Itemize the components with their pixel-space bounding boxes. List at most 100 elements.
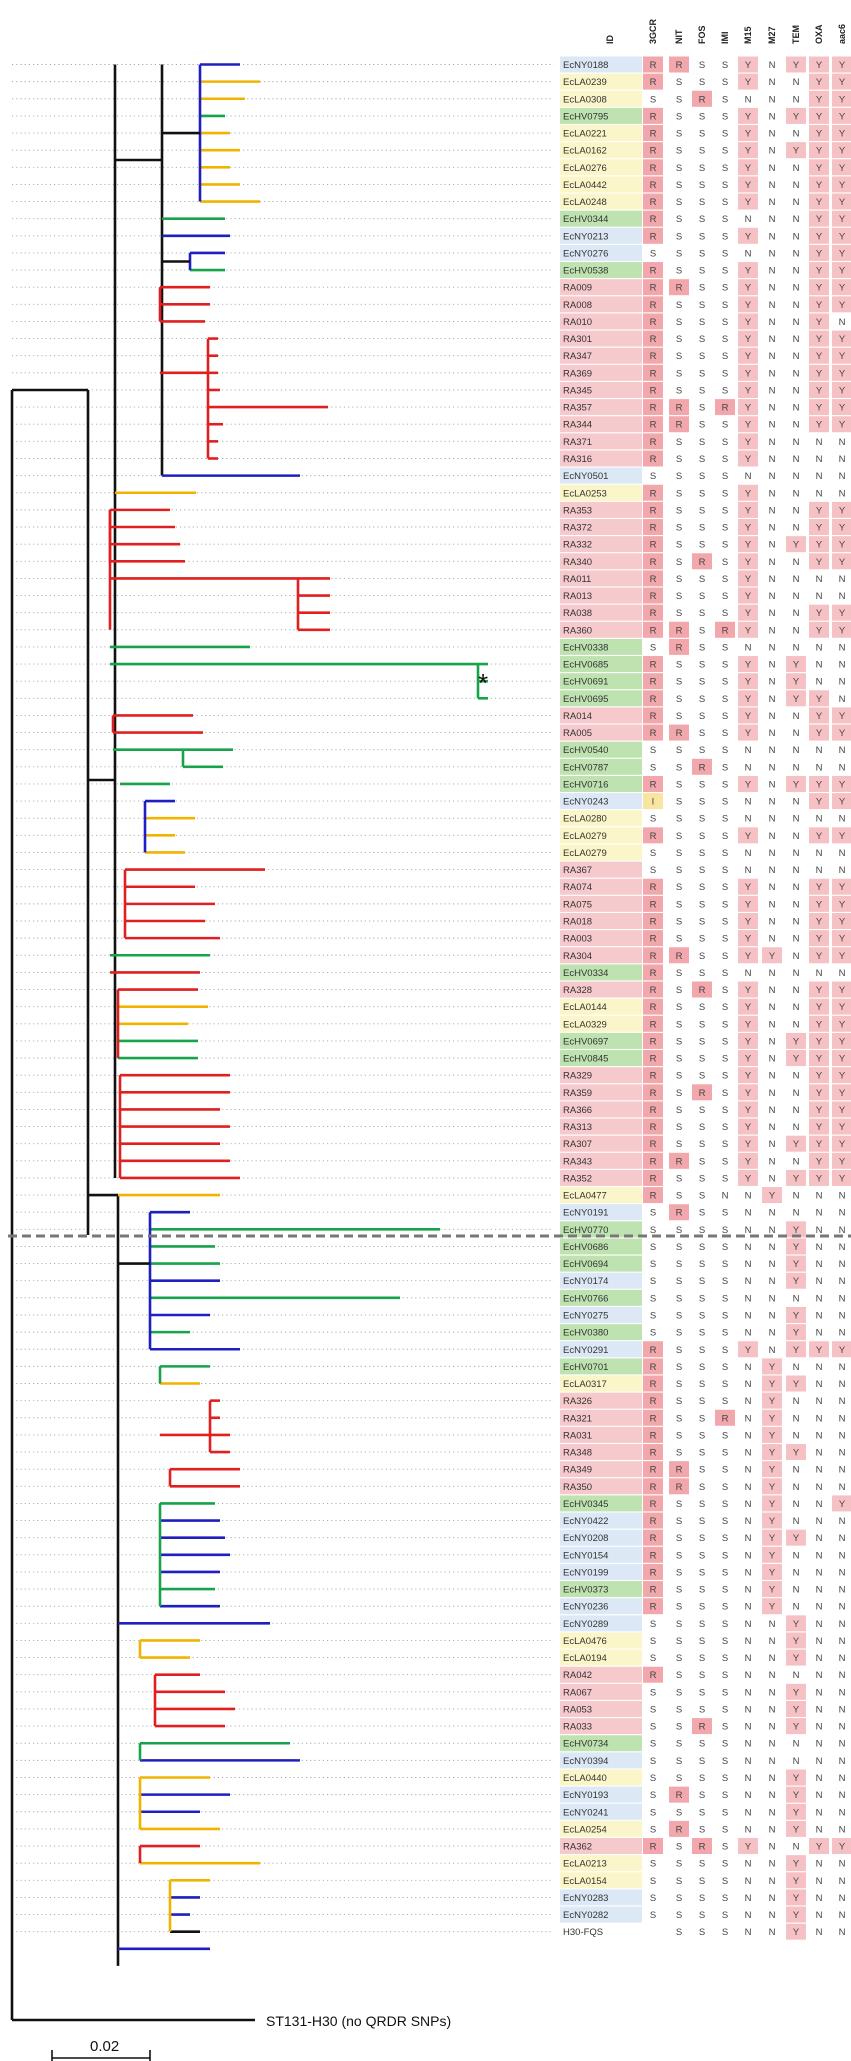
resistance-value: S (676, 1379, 682, 1390)
cell-highlight (786, 1855, 806, 1872)
id-cell-bg (560, 810, 642, 827)
isolate-id: EcNY0154 (563, 1550, 608, 1561)
cell-highlight (809, 775, 829, 792)
resistance-value: N (816, 1653, 823, 1664)
resistance-value: S (699, 1173, 705, 1184)
resistance-value: N (793, 214, 800, 225)
cell-highlight (643, 878, 663, 895)
cell-highlight (809, 690, 829, 707)
cell-highlight (643, 433, 663, 450)
resistance-value: S (699, 1122, 705, 1133)
resistance-value: Y (793, 1687, 800, 1698)
table-row: EcNY0291 R S S S Y N Y Y Y (560, 1341, 851, 1358)
resistance-value: S (676, 300, 682, 311)
resistance-value: R (650, 1567, 657, 1578)
resistance-value: N (839, 1585, 846, 1596)
resistance-value: Y (816, 1054, 823, 1065)
column-header: FOS (697, 25, 707, 44)
resistance-value: S (699, 1002, 705, 1013)
resistance-value: S (699, 1619, 705, 1630)
resistance-value: S (676, 523, 682, 534)
resistance-value: N (816, 814, 823, 825)
resistance-value: Y (745, 625, 752, 636)
resistance-value: Y (816, 283, 823, 294)
resistance-value: N (745, 1448, 752, 1459)
cell-highlight (809, 878, 829, 895)
resistance-value: R (650, 505, 657, 516)
resistance-value: S (699, 1156, 705, 1167)
resistance-value: Y (793, 1722, 800, 1733)
cell-highlight (738, 1067, 758, 1084)
resistance-value: S (722, 60, 728, 71)
resistance-value: Y (793, 1859, 800, 1870)
id-cell-bg (560, 1118, 642, 1135)
cell-highlight (643, 1067, 663, 1084)
resistance-value: N (793, 283, 800, 294)
isolate-id: EcNY0422 (563, 1516, 608, 1527)
resistance-value: N (793, 831, 800, 842)
cell-highlight (786, 1889, 806, 1906)
resistance-value: S (699, 1704, 705, 1715)
table-row: EcNY0501 S S S S N N N N N (560, 467, 846, 484)
resistance-value: N (745, 1876, 752, 1887)
resistance-value: N (793, 934, 800, 945)
resistance-value: S (650, 1225, 656, 1236)
resistance-value: N (839, 1448, 846, 1459)
isolate-id: EcLA0279 (563, 848, 607, 859)
isolate-id: EcLA0476 (563, 1636, 607, 1647)
table-row: EcLA0254 S R S S N N Y N N (560, 1820, 846, 1837)
resistance-value: Y (816, 1122, 823, 1133)
resistance-value: S (722, 711, 728, 722)
resistance-value: Y (839, 557, 846, 568)
resistance-value: R (676, 420, 683, 431)
resistance-value: N (839, 437, 846, 448)
resistance-value: R (676, 403, 683, 414)
isolate-id: EcNY0188 (563, 60, 608, 71)
resistance-value: N (816, 1636, 823, 1647)
cell-highlight (832, 793, 851, 810)
cell-highlight (643, 536, 663, 553)
resistance-value: N (745, 1550, 752, 1561)
resistance-value: N (816, 1773, 823, 1784)
resistance-value: S (722, 231, 728, 242)
resistance-value: Y (769, 1533, 776, 1544)
table-row: H30-FQS S S S N N Y N N (563, 1923, 846, 1940)
table-row: EcNY0154 R S S S N Y N N N (560, 1546, 846, 1563)
isolate-id: RA304 (563, 951, 592, 962)
resistance-value: N (793, 814, 800, 825)
cell-highlight (643, 895, 663, 912)
resistance-value: R (650, 1379, 657, 1390)
resistance-value: R (650, 540, 657, 551)
cell-highlight (832, 553, 851, 570)
resistance-value: Y (745, 300, 752, 311)
resistance-value: S (676, 266, 682, 277)
cell-highlight (809, 1152, 829, 1169)
resistance-value: Y (816, 694, 823, 705)
resistance-value: N (745, 1807, 752, 1818)
resistance-value: N (793, 1499, 800, 1510)
resistance-value: S (699, 831, 705, 842)
resistance-value: Y (745, 1071, 752, 1082)
resistance-value: N (745, 471, 752, 482)
isolate-id: RA018 (563, 917, 592, 928)
cell-highlight (643, 656, 663, 673)
resistance-value: S (699, 266, 705, 277)
resistance-value: Y (816, 231, 823, 242)
resistance-value: S (676, 1704, 682, 1715)
resistance-value: R (699, 1088, 706, 1099)
isolate-id: EcNY0174 (563, 1276, 608, 1287)
resistance-value: N (745, 1242, 752, 1253)
resistance-value: N (745, 814, 752, 825)
resistance-value: N (816, 1756, 823, 1767)
id-cell-bg (560, 73, 642, 90)
resistance-value: S (699, 111, 705, 122)
resistance-value: N (816, 1516, 823, 1527)
table-row: RA316 R S S S Y N N N N (560, 450, 846, 467)
resistance-value: R (699, 1842, 706, 1853)
id-cell-bg (560, 1324, 642, 1341)
table-row: EcLA0144 R S S S Y N N Y Y (560, 998, 851, 1015)
resistance-value: R (650, 197, 657, 208)
id-cell-bg (560, 1101, 642, 1118)
resistance-value: N (839, 1619, 846, 1630)
resistance-value: S (722, 1516, 728, 1527)
